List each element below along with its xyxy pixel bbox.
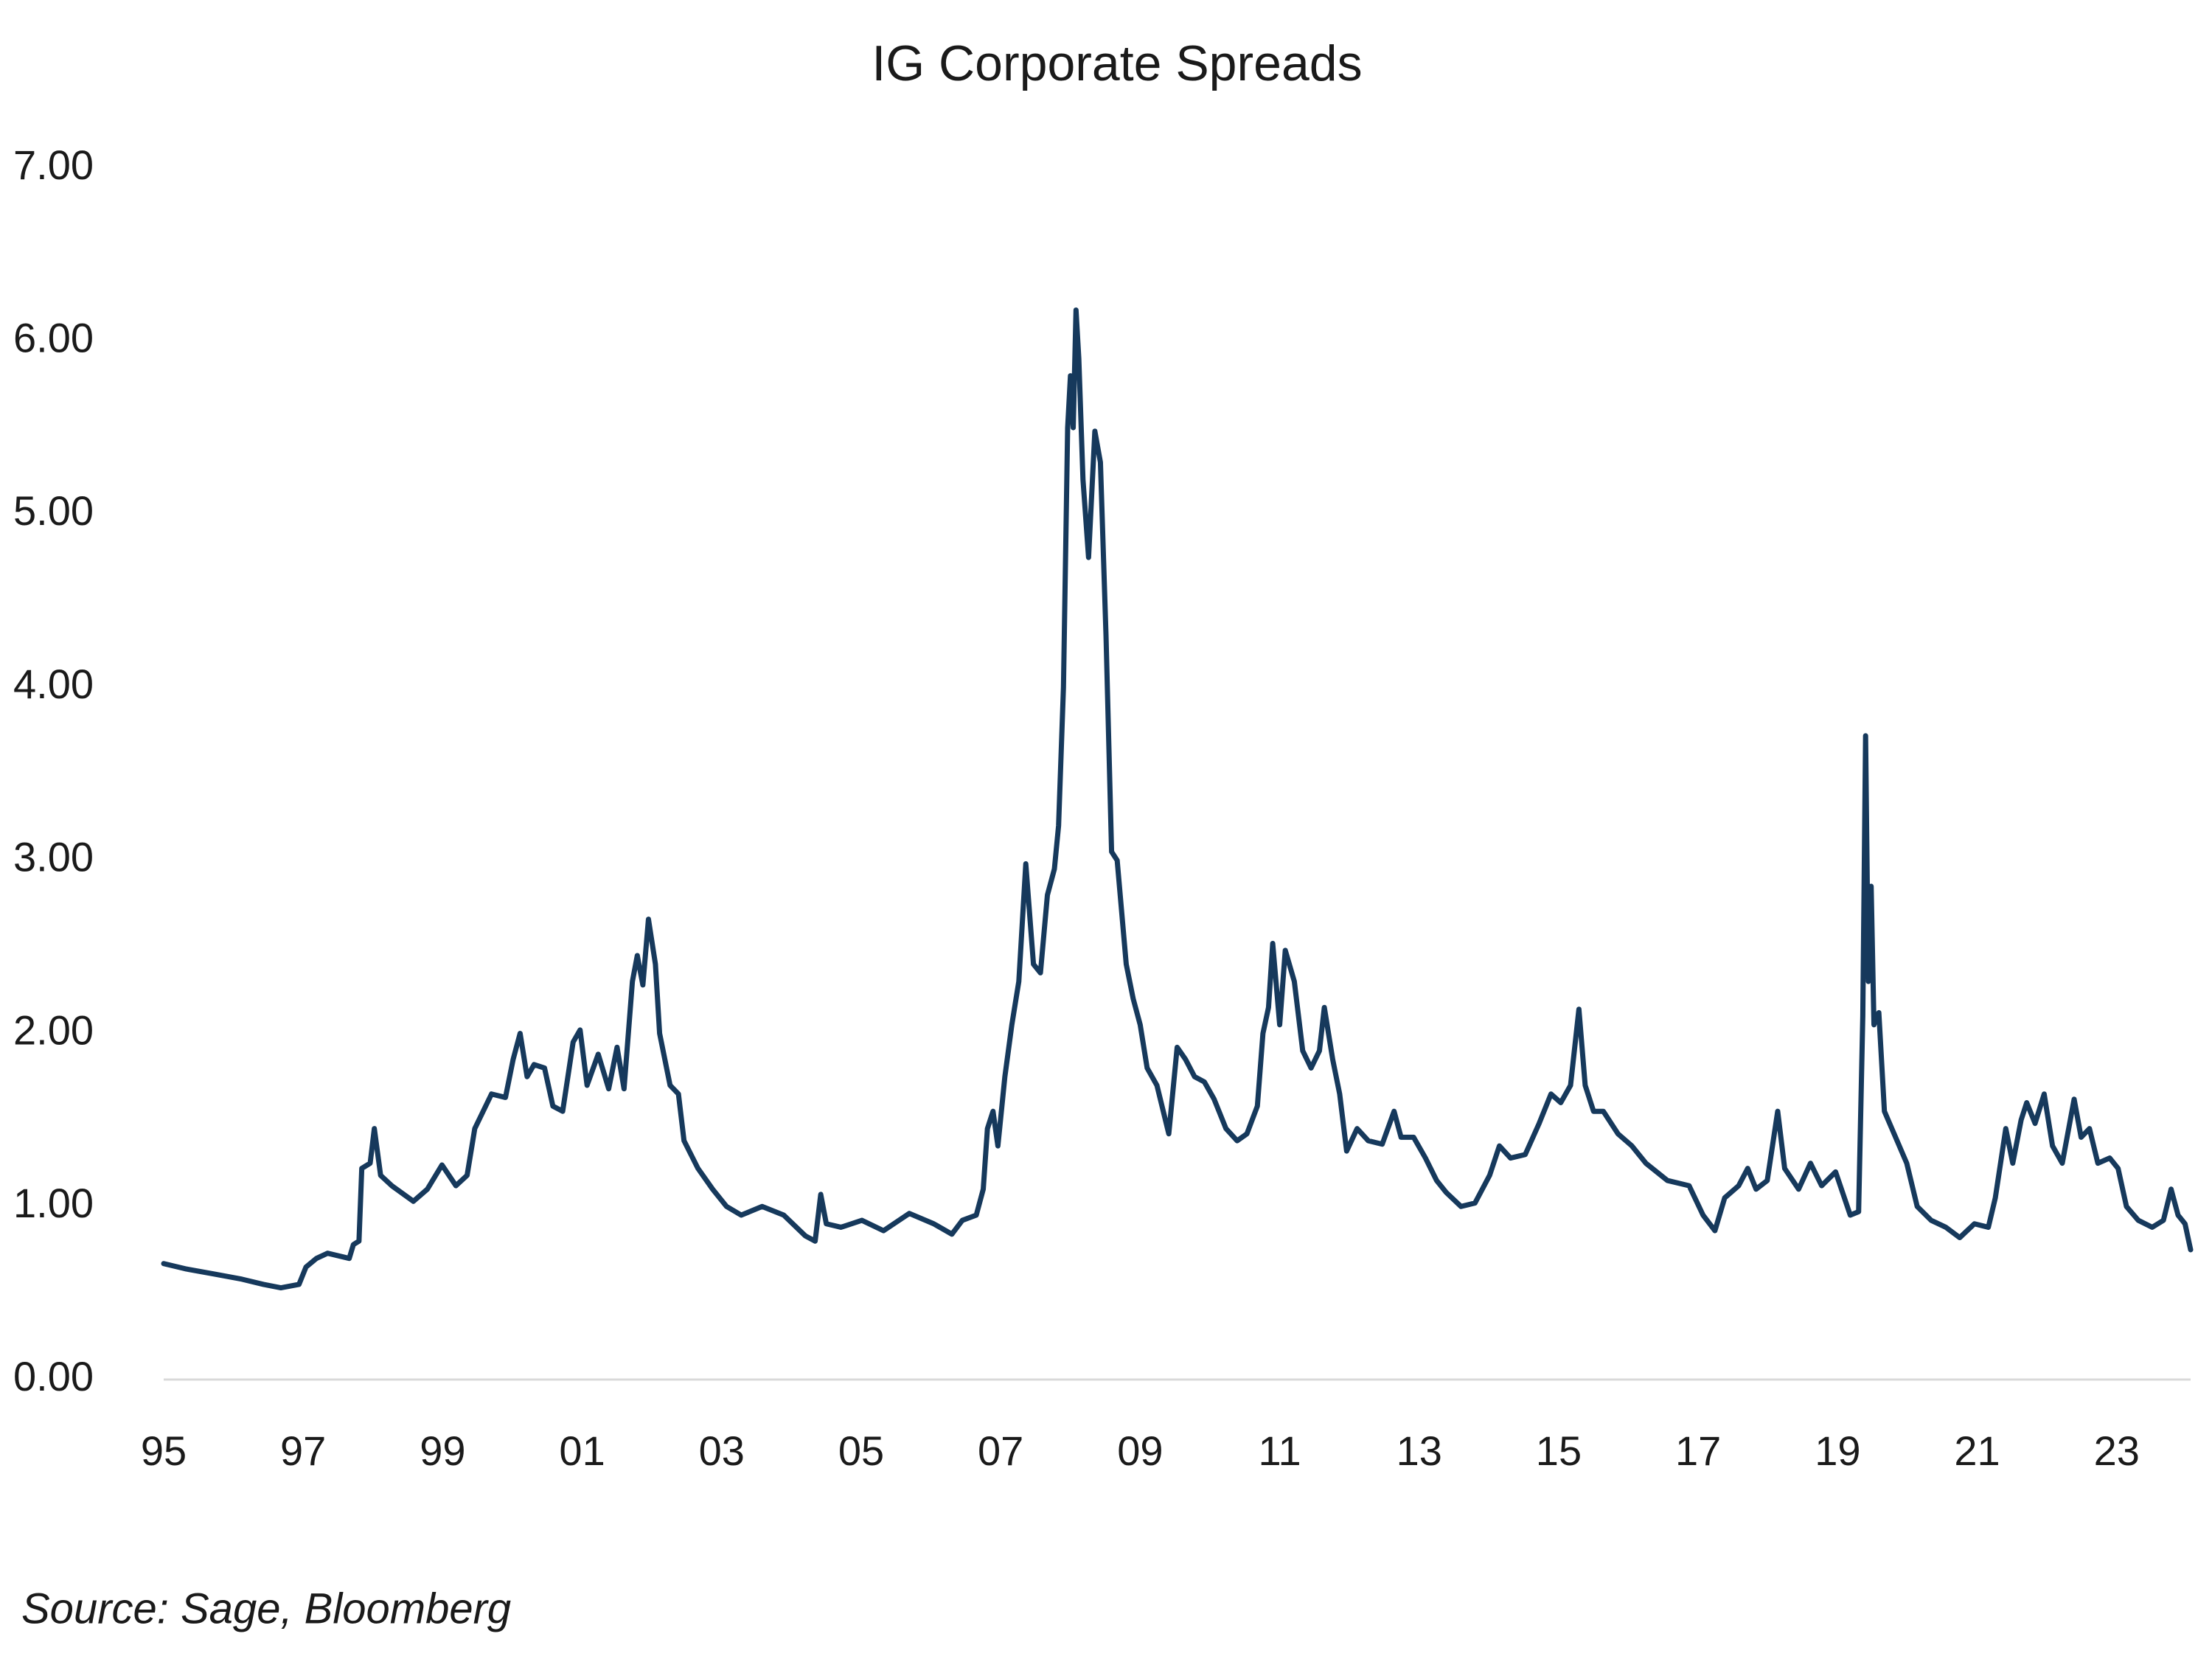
x-tick-label: 09 [1117,1427,1163,1474]
y-tick-label: 7.00 [13,142,94,188]
y-tick-label: 1.00 [13,1180,94,1226]
x-tick-label: 21 [1954,1427,2000,1474]
x-tick-label: 05 [838,1427,884,1474]
x-tick-label: 15 [1536,1427,1582,1474]
x-tick-label: 19 [1815,1427,1860,1474]
x-tick-label: 01 [559,1427,605,1474]
x-tick-label: 97 [280,1427,326,1474]
series-line [161,307,2194,1291]
x-tick-label: 95 [141,1427,187,1474]
y-tick-label: 6.00 [13,315,94,361]
x-tick-label: 13 [1397,1427,1442,1474]
y-tick-label: 5.00 [13,487,94,534]
x-tick-label: 99 [420,1427,465,1474]
x-tick-label: 23 [2094,1427,2140,1474]
x-tick-label: 03 [699,1427,745,1474]
chart-title: IG Corporate Spreads [872,35,1362,91]
x-tick-label: 11 [1258,1427,1301,1474]
y-tick-label: 3.00 [13,834,94,880]
y-tick-label: 2.00 [13,1006,94,1053]
y-tick-label: 0.00 [13,1353,94,1399]
x-tick-label: 17 [1675,1427,1721,1474]
source-note: Source: Sage, Bloomberg [21,1585,511,1632]
x-tick-label: 07 [978,1427,1023,1474]
y-tick-label: 4.00 [13,661,94,707]
